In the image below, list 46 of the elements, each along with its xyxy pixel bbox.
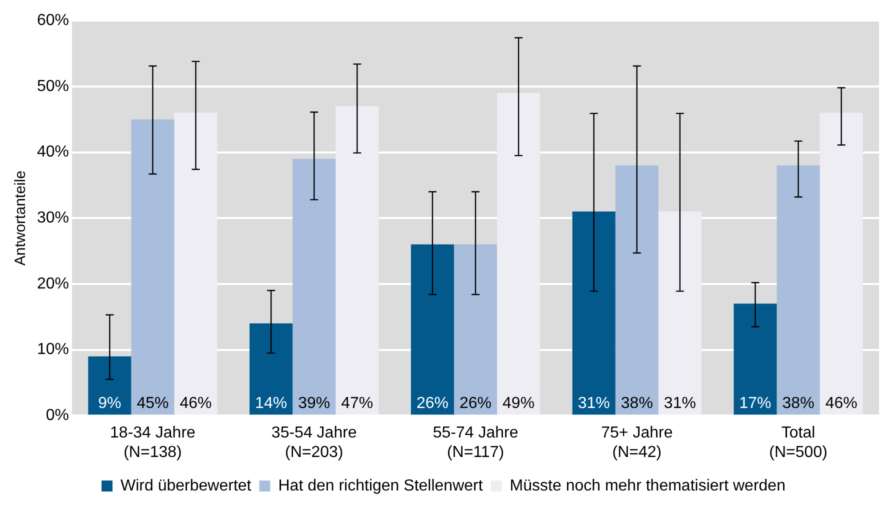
data-label: 26% [459,395,492,412]
y-axis-title: Antwortanteile [12,170,30,266]
legend-label: Müsste noch mehr thematisiert werden [510,477,786,494]
bar [410,244,454,415]
y-tick-label: 10% [36,341,70,358]
data-label: 9% [98,395,122,412]
y-tick-label: 50% [36,78,70,95]
bar [88,356,132,415]
bar [336,106,379,415]
bar [174,112,218,415]
data-label: 38% [620,395,653,412]
data-label: 17% [739,395,772,412]
y-tick-label: 60% [36,12,70,30]
bar [734,304,777,415]
y-tick-label: 30% [36,210,70,227]
legend-label: Hat den richtigen Stellenwert [278,477,484,494]
bar [658,212,702,415]
data-label: 26% [416,395,448,412]
data-label: 47% [341,395,374,412]
bar [776,165,820,415]
legend-label: Wird überbewertet [120,477,252,494]
bar [454,244,498,415]
y-tick-label: 0% [46,407,70,424]
y-tick-label: 40% [36,144,70,161]
data-label: 45% [136,395,169,412]
data-label: 31% [664,395,696,412]
x-tick-label: 18-34 Jahre (N=138) [110,424,196,461]
bar [615,165,658,415]
bar [572,212,616,415]
x-tick-label: 55-74 Jahre (N=117) [432,424,518,461]
x-tick-label: 75+ Jahre (N=42) [601,424,673,461]
data-label: 46% [180,395,212,412]
data-label: 31% [578,395,610,412]
x-tick-label: Total (N=500) [769,424,828,461]
bar [820,112,863,415]
x-tick-label: 35-54 Jahre (N=203) [271,424,357,461]
data-label: 38% [782,395,814,412]
bar [250,323,293,415]
data-label: 39% [298,395,330,412]
bar [292,158,336,415]
data-label: 46% [825,395,858,412]
data-label: 49% [502,395,535,412]
bar [497,93,540,415]
data-label: 14% [255,395,288,412]
y-tick-label: 20% [36,275,70,292]
bar [131,119,174,415]
